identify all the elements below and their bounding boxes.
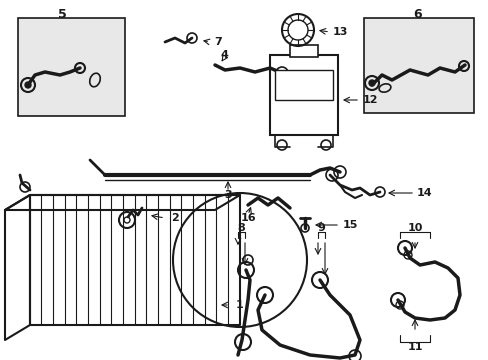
Circle shape <box>368 80 374 86</box>
Text: 14: 14 <box>415 188 431 198</box>
Text: 1: 1 <box>236 300 244 310</box>
Bar <box>274 70 332 100</box>
Text: 16: 16 <box>240 213 255 223</box>
Bar <box>363 18 473 113</box>
Text: 5: 5 <box>58 8 66 21</box>
Text: 9: 9 <box>316 223 324 233</box>
Bar <box>269 55 337 135</box>
Text: 4: 4 <box>220 50 227 60</box>
Text: 12: 12 <box>362 95 377 105</box>
Text: 2: 2 <box>171 213 179 223</box>
Text: 7: 7 <box>214 37 222 47</box>
Text: 10: 10 <box>407 223 422 233</box>
Text: 8: 8 <box>237 223 244 233</box>
Text: 15: 15 <box>342 220 357 230</box>
Bar <box>18 18 125 116</box>
Text: 3: 3 <box>224 190 231 200</box>
Text: 13: 13 <box>332 27 347 37</box>
Text: 11: 11 <box>407 342 422 352</box>
Text: 6: 6 <box>413 8 422 21</box>
Circle shape <box>25 82 31 88</box>
Bar <box>289 45 317 57</box>
